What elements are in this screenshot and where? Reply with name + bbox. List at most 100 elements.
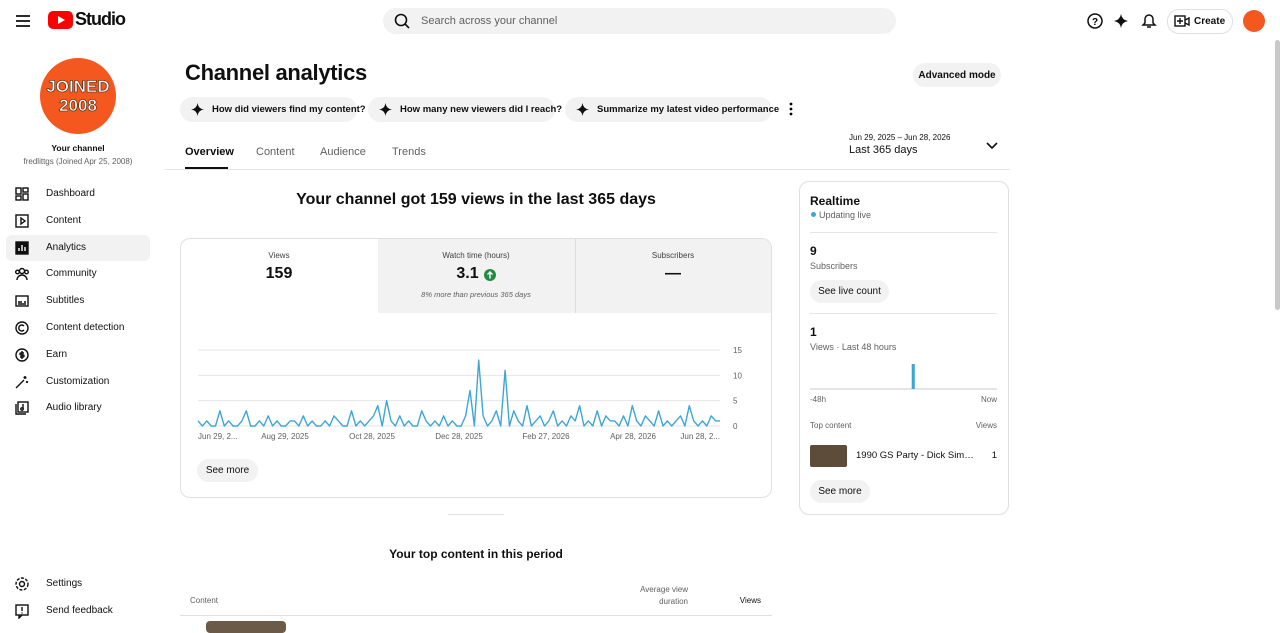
x-tick-label: Aug 29, 2025 [261, 432, 309, 441]
suggestion-chip[interactable]: How many new viewers did I reach? [368, 97, 562, 122]
metric-tabs-bg [378, 239, 771, 313]
suggestion-chip[interactable]: Summarize my latest video performance [565, 97, 779, 122]
nav-icon [14, 347, 30, 363]
metric-label[interactable]: Subscribers [651, 251, 695, 260]
nav-item[interactable]: Settings [46, 578, 83, 589]
channel-name: fredlittgs (Joined Apr 25, 2008) [23, 157, 133, 166]
nav-icon [14, 213, 30, 229]
metric-value[interactable]: 159 [189, 265, 369, 283]
channel-avatar[interactable]: JOINED 2008 [40, 58, 116, 134]
tab[interactable]: Overview [185, 146, 234, 158]
nav-icon [14, 186, 30, 202]
tab[interactable]: Audience [320, 146, 366, 158]
subscriber-label: Subscribers [810, 261, 858, 271]
x-tick-label: Oct 28, 2025 [349, 432, 395, 441]
metric-divider [575, 239, 576, 313]
create-button[interactable]: Create [1167, 9, 1233, 34]
date-period[interactable]: Last 365 days [849, 144, 918, 156]
metric-label[interactable]: Watch time (hours) [442, 251, 510, 260]
see-more-button[interactable]: See more [810, 480, 870, 503]
headline: Your channel got 159 views in the last 3… [296, 191, 656, 208]
live-count-button[interactable]: See live count [810, 280, 889, 303]
section-divider [448, 514, 504, 515]
chip-label: How did viewers find my content? [212, 104, 366, 115]
nav-item[interactable]: Content detection [46, 322, 125, 333]
nav-item[interactable]: Send feedback [46, 605, 113, 616]
see-more-button[interactable]: See more [197, 459, 258, 482]
overview-card: Views 159 Watch time (hours) 3.1 8% more tha… [180, 238, 772, 498]
svg-text:?: ? [1092, 17, 1098, 28]
tab-underline [185, 167, 228, 169]
nav-icon [14, 576, 30, 592]
subscriber-count: 9 [810, 244, 817, 258]
x-tick-label: Apr 28, 2026 [610, 432, 656, 441]
dropdown-icon[interactable] [986, 141, 998, 151]
views-header: Views [975, 421, 997, 430]
search-placeholder: Search across your channel [421, 15, 558, 27]
more-icon[interactable] [786, 101, 796, 117]
x-tick-label: Jun 28, 2... [680, 432, 720, 441]
nav-active-bg [6, 234, 150, 261]
realtime-status: Updating live [819, 210, 872, 220]
video-views: 1 [991, 450, 997, 461]
nav-item[interactable]: Content [46, 214, 82, 226]
avatar-line: JOINED [46, 77, 110, 97]
metric-number: — [665, 265, 681, 282]
metric-number: 3.1 [456, 265, 479, 282]
logo-icon[interactable] [48, 11, 74, 29]
live-dot [811, 212, 816, 217]
header-icons[interactable]: ? [1086, 12, 1158, 30]
bar [911, 364, 915, 389]
video-title[interactable]: 1990 GS Party - Dick Simon… [856, 450, 976, 461]
trend-up-icon [483, 268, 496, 281]
x-tick-label: Now [981, 395, 997, 404]
x-tick-label: Jun 29, 2... [198, 432, 238, 441]
x-tick-label: Dec 28, 2025 [435, 432, 483, 441]
nav-item[interactable]: Earn [46, 348, 68, 360]
search-icon [394, 13, 410, 29]
scrollbar [1275, 40, 1280, 310]
page-title: Channel analytics [185, 60, 367, 85]
menu-icon[interactable] [14, 12, 32, 30]
views-line [197, 359, 720, 427]
advanced-mode-button[interactable]: Advanced mode [913, 63, 1001, 87]
date-range[interactable]: Jun 29, 2025 – Jun 28, 2026 [849, 133, 951, 142]
views-count: 1 [810, 325, 817, 339]
nav-item[interactable]: Community [46, 268, 97, 280]
nav-item[interactable]: Dashboard [46, 188, 95, 199]
nav-item[interactable]: Analytics [46, 241, 87, 253]
search-bar[interactable]: Search across your channel [383, 8, 896, 34]
logo-text[interactable]: Studio [75, 9, 126, 29]
tabs-divider [165, 169, 1010, 170]
y-tick-label: 15 [733, 346, 742, 355]
video-thumbnail[interactable] [810, 445, 847, 467]
content-thumbnail[interactable] [206, 621, 286, 633]
top-content-title: Your top content in this period [389, 547, 563, 561]
table-header: Content [190, 596, 219, 605]
account-avatar[interactable] [1243, 10, 1265, 32]
views-chart: 0 5 10 15 Jun 29, 2... Aug 29, 2025 Oct 28, 20… [197, 346, 742, 441]
nav-item[interactable]: Audio library [46, 402, 102, 414]
nav-item[interactable]: Customization [46, 375, 110, 387]
chip-label: How many new viewers did I reach? [400, 104, 563, 115]
metric-value[interactable]: 3.1 [386, 265, 566, 283]
suggestion-chip[interactable]: How did viewers find my content? [180, 97, 366, 122]
nav-icon [14, 266, 30, 282]
nav-icon [14, 293, 30, 309]
metric-value[interactable]: — [583, 265, 763, 283]
nav-icon [14, 240, 30, 256]
views-label: Views · Last 48 hours [810, 342, 897, 352]
tab[interactable]: Trends [392, 146, 426, 158]
nav-icon [14, 400, 30, 416]
sparkle-icon [576, 103, 589, 116]
y-tick-label: 5 [733, 397, 738, 406]
metric-label[interactable]: Views [268, 251, 290, 260]
y-tick-label: 0 [733, 422, 738, 431]
realtime-card: Realtime Updating live 9 Subscribers See… [799, 181, 1009, 515]
divider [810, 232, 997, 233]
nav-icon [14, 374, 30, 390]
tab[interactable]: Content [256, 146, 295, 158]
y-tick-label: 10 [733, 371, 742, 380]
nav-item[interactable]: Subtitles [46, 295, 85, 307]
realtime-chart: -48h Now [810, 364, 997, 404]
